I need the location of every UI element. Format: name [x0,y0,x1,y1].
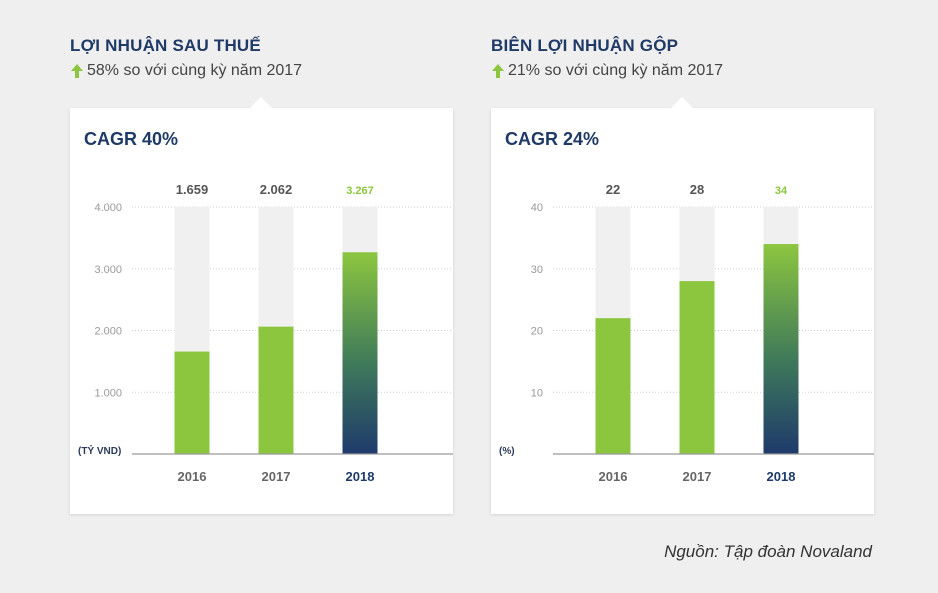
y-tick-label: 2.000 [94,326,122,338]
chart-card-margin: CAGR 24% 10 20 30 40 (%) 22 2016 28 2017 34 2018 [491,97,874,514]
bar [342,252,378,454]
profit-bar-chart: 1.000 2.000 3.000 4.000 (TỶ VND) 1.659 2016 2.0… [78,182,453,484]
y-tick-label: 1.000 [94,387,122,399]
panel-header-profit: LỢI NHUẬN SAU THUẾ 58% so với cùng kỳ nă… [70,36,302,80]
y-tick-label: 20 [531,326,543,338]
x-tick-label: 2018 [346,469,375,484]
growth-text: 21% so với cùng kỳ năm 2017 [508,62,724,79]
cagr-label: CAGR 24% [505,129,600,149]
x-tick-label: 2017 [262,469,291,484]
value-label: 22 [606,182,620,197]
x-tick-label: 2018 [767,469,796,484]
panel-subtitle: 58% so với cùng kỳ năm 2017 [70,62,302,80]
y-tick-label: 3.000 [94,264,122,276]
value-label: 3.267 [346,185,374,197]
source-note: Nguồn: Tập đoàn Novaland [664,542,872,561]
margin-bar-chart: 10 20 30 40 (%) 22 2016 28 2017 34 2018 [499,182,874,484]
bar [258,326,294,454]
bar [679,281,715,454]
y-tick-label: 40 [531,202,543,214]
card-pointer [250,97,272,108]
card-pointer [671,97,693,108]
bar [174,351,210,454]
value-label: 2.062 [260,182,293,197]
growth-text: 58% so với cùng kỳ năm 2017 [87,62,303,79]
y-tick-label: 4.000 [94,202,122,214]
panel-subtitle: 21% so với cùng kỳ năm 2017 [491,62,723,80]
y-tick-label: 30 [531,264,543,276]
x-tick-label: 2016 [178,469,207,484]
panel-header-margin: BIÊN LỢI NHUẬN GỘP 21% so với cùng kỳ nă… [491,36,723,80]
x-tick-label: 2016 [599,469,628,484]
x-tick-label: 2017 [683,469,712,484]
arrow-up-icon [71,64,83,78]
panel-title: LỢI NHUẬN SAU THUẾ [70,36,261,55]
unit-label: (%) [499,446,515,457]
unit-label: (TỶ VND) [78,444,121,457]
y-tick-label: 10 [531,387,543,399]
value-label: 28 [690,182,704,197]
panel-title: BIÊN LỢI NHUẬN GỘP [491,36,679,55]
value-label: 1.659 [176,182,209,197]
arrow-up-icon [492,64,504,78]
bar [763,244,799,454]
bar [595,318,631,454]
chart-card-profit: CAGR 40% 1.000 2.000 3.000 4.000 (TỶ VND) 1.6… [70,97,453,514]
cagr-label: CAGR 40% [84,129,179,149]
value-label: 34 [775,185,788,197]
